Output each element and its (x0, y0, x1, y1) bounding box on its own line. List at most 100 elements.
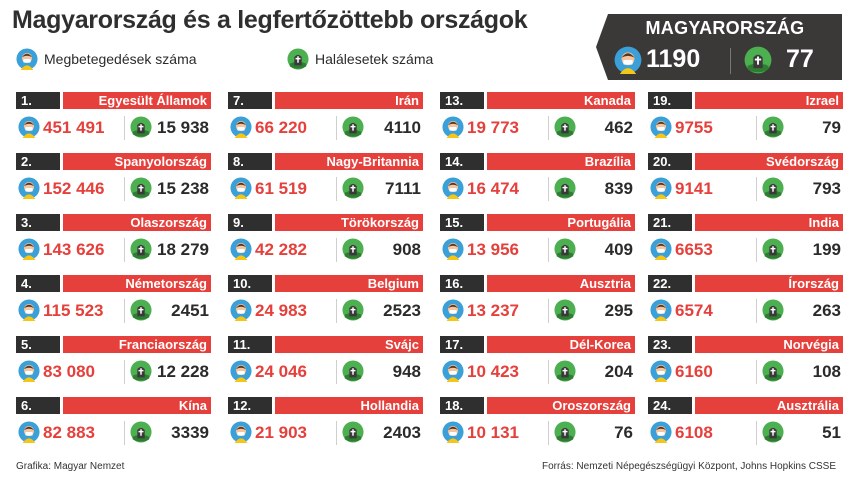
death-count: 3339 (171, 423, 209, 442)
hungary-cases: 1190 (646, 45, 701, 73)
country-card: 9. Törökország 42 282 908 (228, 214, 423, 275)
case-count: 82 883 (43, 423, 95, 442)
death-count: 263 (812, 301, 841, 320)
rank-badge: 23. (648, 336, 692, 353)
grave-globe-icon (342, 238, 364, 260)
patient-mask-icon (650, 116, 672, 138)
grave-globe-icon (554, 421, 576, 443)
death-count: 4110 (384, 118, 421, 137)
rank-badge: 14. (440, 153, 484, 170)
country-card: 14. Brazília 16 474 839 (440, 153, 635, 214)
divider (756, 360, 757, 384)
grave-globe-icon (130, 238, 152, 260)
divider (336, 421, 337, 445)
page-title: Magyarország és a legfertőzöttebb ország… (12, 6, 528, 34)
rank-badge: 22. (648, 275, 692, 292)
rank-badge: 7. (228, 92, 272, 109)
footer-source: Forrás: Nemzeti Népegészségügyi Központ,… (541, 461, 836, 472)
death-count: 18 279 (157, 240, 209, 259)
rank-badge: 4. (16, 275, 60, 292)
death-count: 79 (822, 118, 841, 137)
country-card: 16. Ausztria 13 237 295 (440, 275, 635, 336)
case-count: 143 626 (43, 240, 105, 259)
country-name: Izrael (695, 92, 843, 109)
country-card: 18. Oroszország 10 131 76 (440, 397, 635, 458)
rank-badge: 20. (648, 153, 692, 170)
death-count: 204 (604, 362, 633, 381)
grave-globe-icon (342, 360, 364, 382)
death-count: 908 (392, 240, 421, 259)
case-count: 13 237 (467, 301, 519, 320)
country-name: Franciaország (63, 336, 211, 353)
country-card: 5. Franciaország 83 080 12 228 (16, 336, 211, 397)
patient-mask-icon (442, 299, 464, 321)
country-name: Nagy-Britannia (275, 153, 423, 170)
divider (548, 238, 549, 262)
patient-mask-icon (18, 116, 40, 138)
divider (124, 299, 125, 323)
grave-globe-icon (554, 116, 576, 138)
patient-mask-icon (650, 299, 672, 321)
case-count: 9755 (675, 118, 713, 137)
death-count: 948 (392, 362, 421, 381)
patient-mask-icon (442, 177, 464, 199)
country-name: Ausztria (487, 275, 635, 292)
death-count: 409 (604, 240, 633, 259)
death-count: 462 (604, 118, 633, 137)
country-card: 15. Portugália 13 956 409 (440, 214, 635, 275)
patient-mask-icon (442, 421, 464, 443)
grave-globe-icon (744, 46, 772, 74)
death-count: 7111 (385, 179, 421, 198)
rank-badge: 16. (440, 275, 484, 292)
death-count: 15 238 (157, 179, 209, 198)
patient-mask-icon (230, 116, 252, 138)
country-name: Olaszország (63, 214, 211, 231)
divider (124, 360, 125, 384)
patient-mask-icon (230, 360, 252, 382)
divider (548, 421, 549, 445)
divider (548, 177, 549, 201)
country-name: Kína (63, 397, 211, 414)
country-name: Norvégia (695, 336, 843, 353)
divider (124, 421, 125, 445)
rank-badge: 8. (228, 153, 272, 170)
country-name: Svájc (275, 336, 423, 353)
rank-badge: 9. (228, 214, 272, 231)
country-name: Irán (275, 92, 423, 109)
case-count: 152 446 (43, 179, 105, 198)
case-count: 6108 (675, 423, 713, 442)
legend-cases: Megbetegedések száma (16, 48, 197, 70)
case-count: 66 220 (255, 118, 307, 137)
patient-mask-icon (442, 238, 464, 260)
divider (756, 421, 757, 445)
grave-globe-icon (342, 116, 364, 138)
patient-mask-icon (16, 48, 38, 70)
patient-mask-icon (650, 360, 672, 382)
country-name: Írország (695, 275, 843, 292)
country-card: 10. Belgium 24 983 2523 (228, 275, 423, 336)
country-card: 22. Írország 6574 263 (648, 275, 843, 336)
patient-mask-icon (18, 177, 40, 199)
country-card: 2. Spanyolország 152 446 15 238 (16, 153, 211, 214)
country-card: 24. Ausztrália 6108 51 (648, 397, 843, 458)
case-count: 42 282 (255, 240, 307, 259)
country-card: 12. Hollandia 21 903 2403 (228, 397, 423, 458)
grave-globe-icon (554, 299, 576, 321)
case-count: 6653 (675, 240, 713, 259)
divider (124, 116, 125, 140)
patient-mask-icon (18, 238, 40, 260)
country-name: India (695, 214, 843, 231)
legend-deaths-label: Halálesetek száma (315, 51, 434, 67)
grave-globe-icon (342, 421, 364, 443)
rank-badge: 21. (648, 214, 692, 231)
grave-globe-icon (342, 177, 364, 199)
case-count: 21 903 (255, 423, 307, 442)
patient-mask-icon (230, 177, 252, 199)
grave-globe-icon (762, 177, 784, 199)
divider (548, 360, 549, 384)
divider (756, 238, 757, 262)
case-count: 83 080 (43, 362, 95, 381)
death-count: 76 (614, 423, 633, 442)
country-name: Oroszország (487, 397, 635, 414)
case-count: 115 523 (43, 301, 104, 320)
